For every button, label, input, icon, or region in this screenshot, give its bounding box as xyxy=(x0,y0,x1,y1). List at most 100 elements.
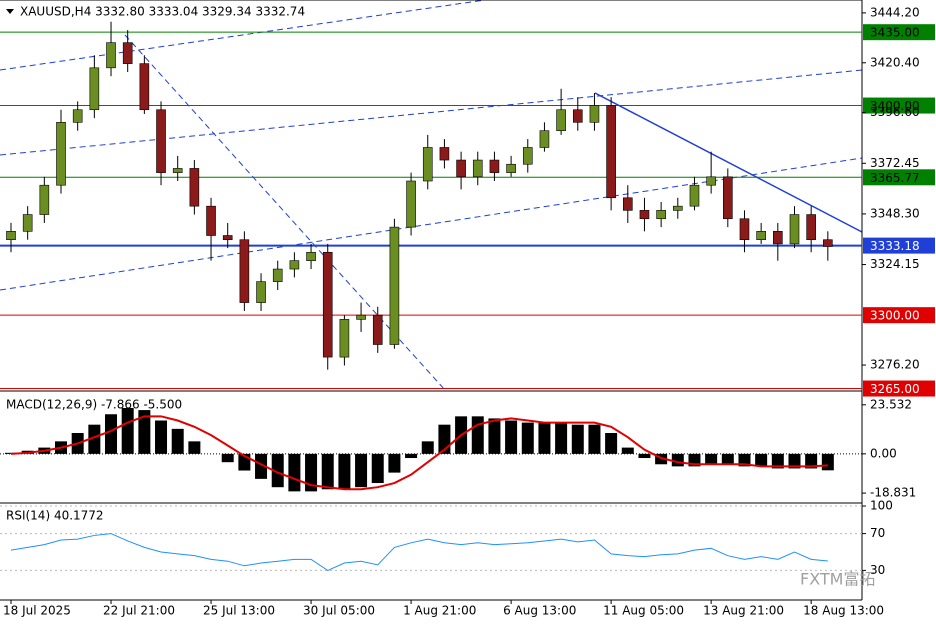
macd-bar xyxy=(671,453,684,467)
candle-body xyxy=(356,314,366,320)
candle-body xyxy=(256,281,266,303)
candle-body xyxy=(106,42,116,69)
macd-bar xyxy=(471,416,484,454)
candle-body xyxy=(789,214,800,245)
candle-body xyxy=(439,147,450,161)
y-tick-label: 100 xyxy=(870,499,893,513)
candle-body xyxy=(756,231,766,241)
x-tick-label: 1 Aug 21:00 xyxy=(403,604,476,618)
macd-bar xyxy=(488,418,501,454)
level-label: 3265.00 xyxy=(870,382,920,396)
candle-body xyxy=(339,319,350,358)
y-tick-label: 3444.20 xyxy=(870,5,920,19)
channel-line xyxy=(0,157,863,291)
candle-body xyxy=(372,314,383,345)
y-tick-label: 0.00 xyxy=(870,446,897,460)
macd-bar xyxy=(171,428,184,454)
candle-body xyxy=(406,180,416,228)
x-tick-label: 6 Aug 13:00 xyxy=(503,604,576,618)
candle-body xyxy=(289,260,300,270)
candle-body xyxy=(639,210,650,220)
y-tick-label: 30 xyxy=(870,563,885,577)
candle-body xyxy=(322,251,333,358)
y-tick-label: 3372.45 xyxy=(870,156,920,170)
level-label: 3333.18 xyxy=(870,239,920,253)
candle-body xyxy=(806,214,816,241)
candle-body xyxy=(656,210,666,220)
candle-body xyxy=(39,184,50,215)
candle-body xyxy=(122,42,133,64)
candle-body xyxy=(206,205,216,236)
macd-bar xyxy=(521,422,534,454)
macd-bar xyxy=(338,453,351,490)
macd-bar xyxy=(555,422,568,454)
macd-bar xyxy=(421,441,434,454)
x-tick-label: 18 Aug 13:00 xyxy=(803,604,884,618)
candle-body xyxy=(239,239,250,303)
candle-body xyxy=(556,109,566,132)
macd-bar xyxy=(405,453,418,459)
macd-bar xyxy=(721,453,734,465)
y-tick-label: 3324.15 xyxy=(870,257,920,271)
y-tick-label: 3420.40 xyxy=(870,55,920,69)
level-label-box xyxy=(863,169,935,186)
candle-body xyxy=(739,218,750,241)
macd-bar xyxy=(571,424,584,454)
level-label-box xyxy=(863,380,935,397)
channel-line xyxy=(0,0,486,71)
macd-bar xyxy=(105,414,118,454)
candle-body xyxy=(172,168,183,173)
macd-title: MACD(12,26,9) -7.866 -5.500 xyxy=(6,398,182,412)
candle-body xyxy=(422,147,433,182)
resistance-line xyxy=(594,92,863,233)
level-label: 3300.00 xyxy=(870,309,920,323)
macd-bar xyxy=(271,453,284,488)
candle-body xyxy=(522,147,533,165)
candle-body xyxy=(56,122,66,186)
x-tick-label: 25 Jul 13:00 xyxy=(203,604,275,618)
level-label-box xyxy=(863,307,935,324)
macd-bar xyxy=(755,453,768,467)
candle-body xyxy=(139,63,150,111)
macd-bar xyxy=(355,453,368,488)
macd-bar xyxy=(538,422,551,454)
candle-body xyxy=(456,159,466,178)
x-tick-label: 13 Aug 21:00 xyxy=(703,604,784,618)
macd-bar xyxy=(621,447,634,454)
macd-bar xyxy=(605,433,618,454)
macd-bar xyxy=(121,408,134,454)
level-label: 3435.00 xyxy=(870,26,920,40)
candle-body xyxy=(539,130,550,148)
candle-body xyxy=(156,109,166,173)
trend-lines xyxy=(0,0,863,391)
candle-body xyxy=(6,231,16,241)
candle-body xyxy=(222,235,233,241)
macd-bar xyxy=(305,453,318,492)
candle-body xyxy=(606,105,616,199)
candle-body xyxy=(272,268,283,282)
candle-body xyxy=(672,205,683,211)
macd-bar xyxy=(371,453,384,484)
y-tick-label: 3396.60 xyxy=(870,105,920,119)
candle-body xyxy=(22,214,33,232)
candle-body xyxy=(189,168,200,207)
menu-arrow xyxy=(6,9,14,14)
level-label-box xyxy=(863,237,935,254)
watermark: FXTM富拓 xyxy=(800,570,875,589)
candle-body xyxy=(72,109,83,123)
macd-bar xyxy=(221,453,234,463)
macd-bar xyxy=(738,453,751,467)
candle-body xyxy=(823,239,833,247)
x-tick-label: 30 Jul 05:00 xyxy=(303,604,375,618)
candle-body xyxy=(689,184,700,207)
macd-bar xyxy=(588,424,601,454)
candle-body xyxy=(572,109,583,123)
y-tick-label: 70 xyxy=(870,526,885,540)
macd-bar xyxy=(771,453,784,469)
macd-bar xyxy=(705,453,718,465)
macd-bar xyxy=(321,453,334,490)
level-label: 3400.00 xyxy=(870,99,920,113)
macd-bar xyxy=(138,410,151,454)
